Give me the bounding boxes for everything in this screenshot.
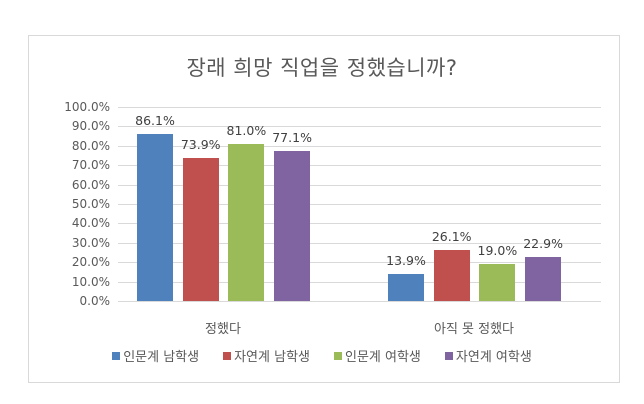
- data-label: 73.9%: [180, 136, 221, 152]
- chart-title: 장래 희망 직업을 정했습니까?: [186, 56, 458, 80]
- legend-item: 인문계 여학생: [334, 346, 421, 365]
- gridline: [118, 204, 601, 205]
- y-tick-label: 50.0%: [71, 197, 110, 211]
- legend-swatch-icon: [334, 351, 342, 360]
- bar: [182, 157, 219, 301]
- bar: [479, 264, 516, 301]
- gridline: [118, 223, 601, 225]
- gridline: [118, 145, 601, 147]
- y-tick-label: 90.0%: [71, 119, 110, 134]
- bar: [137, 133, 173, 301]
- y-tick-label: 60.0%: [71, 177, 110, 192]
- bar: [433, 250, 470, 301]
- y-tick-label: 20.0%: [71, 255, 110, 270]
- data-label: 77.1%: [272, 130, 312, 146]
- bar: [228, 143, 265, 301]
- legend-item: 인문계 남학생: [112, 346, 199, 365]
- gridline: [118, 281, 601, 283]
- data-label: 19.0%: [477, 243, 518, 259]
- bar: [525, 256, 562, 301]
- gridline: [118, 262, 601, 264]
- plot-area: 0.0% 10.0% 20.0% 30.0% 40.0% 50.0% 60.0% 70.0% 8…: [64, 100, 601, 308]
- x-axis-line: [118, 301, 601, 302]
- legend-swatch-icon: [112, 351, 121, 360]
- legend-label: 자연계 여학생: [455, 350, 532, 365]
- data-label: 86.1%: [135, 112, 175, 128]
- legend-label: 인문계 여학생: [345, 350, 421, 365]
- legend-swatch-icon: [444, 351, 453, 360]
- y-tick-label: 0.0%: [79, 294, 111, 308]
- category-label: 정했다: [205, 322, 241, 337]
- legend-label: 자연계 남학생: [234, 350, 310, 365]
- data-label: 81.0%: [226, 122, 267, 138]
- y-tick-label: 80.0%: [71, 138, 110, 153]
- y-tick-label: 10.0%: [71, 274, 110, 289]
- category-label: 아직 못 정했다: [433, 322, 515, 337]
- bar: [388, 274, 424, 301]
- gridline: [118, 126, 601, 128]
- legend-item: 자연계 남학생: [223, 346, 310, 365]
- y-tick-label: 100.0%: [64, 100, 110, 114]
- legend-swatch-icon: [223, 351, 232, 360]
- data-label: 26.1%: [431, 229, 472, 245]
- data-label: 13.9%: [386, 253, 426, 269]
- chart-frame: [28, 35, 620, 383]
- legend: 인문계 남학생 자연계 남학생 인문계 여학생 자연계 여학생: [0, 346, 644, 365]
- y-tick-label: 70.0%: [71, 158, 110, 173]
- legend-item: 자연계 여학생: [444, 346, 532, 365]
- y-tick-label: 40.0%: [71, 216, 110, 231]
- legend-label: 인문계 남학생: [123, 350, 200, 365]
- gridline: [118, 165, 601, 167]
- gridline: [118, 242, 601, 244]
- gridline: [118, 184, 601, 186]
- y-tick-label: 30.0%: [71, 235, 110, 250]
- gridline: [118, 107, 601, 108]
- bar: [274, 151, 311, 301]
- data-label: 22.9%: [523, 235, 563, 251]
